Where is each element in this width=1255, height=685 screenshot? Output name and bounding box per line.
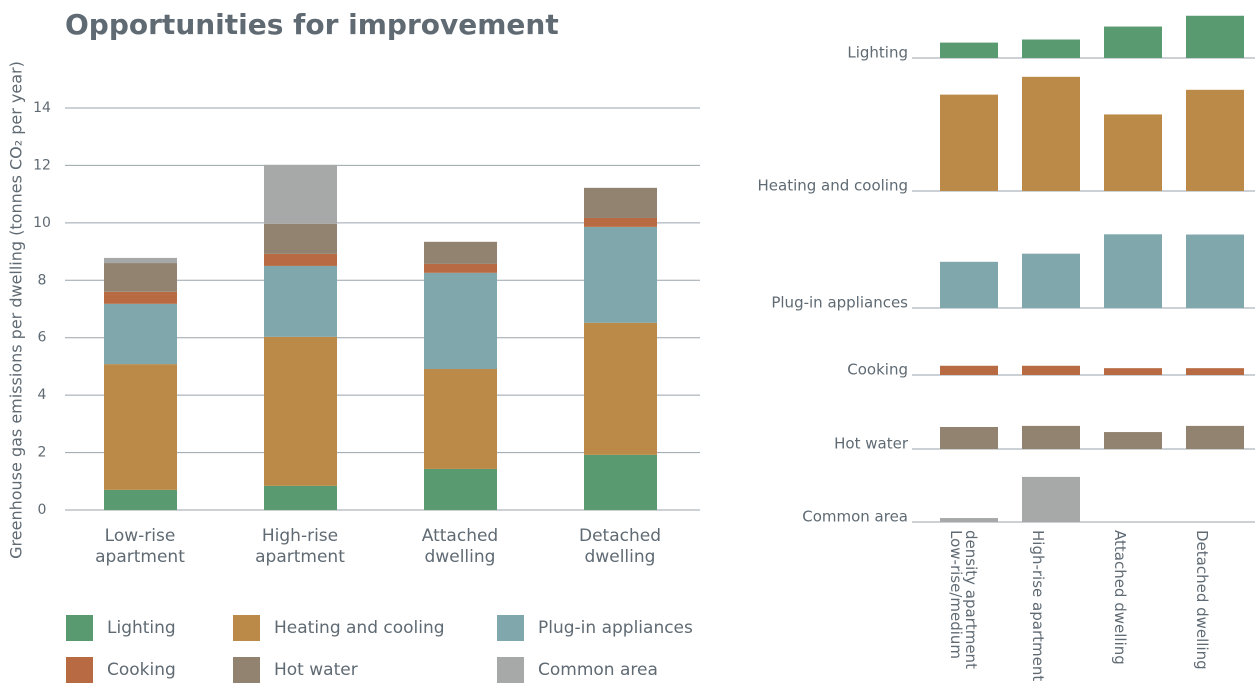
bar-segment (584, 187, 657, 218)
legend-label: Hot water (274, 660, 358, 680)
legend-swatch (497, 615, 524, 641)
chart-title: Opportunities for improvement (65, 8, 559, 41)
x-tick-label: Detached dwelling (578, 526, 661, 567)
x-tick-label: Attached dwelling (421, 526, 499, 567)
legend-label: Common area (538, 660, 658, 680)
bar (940, 42, 998, 58)
x-tick-label: High-rise apartment (255, 526, 345, 567)
legend-swatch (233, 657, 260, 683)
y-tick-label: 0 (38, 502, 47, 518)
bar-segment (264, 253, 337, 266)
legend-swatch (66, 657, 93, 683)
bar-segment (264, 485, 337, 510)
y-tick-label: 8 (38, 272, 47, 288)
y-tick-label: 10 (33, 215, 51, 231)
x-tick-label: Detached dwelling (1193, 530, 1211, 670)
bar-segment (584, 226, 657, 323)
bar-segment (584, 217, 657, 227)
bar (1022, 365, 1080, 375)
bar-segment (584, 454, 657, 510)
bar-segment (424, 241, 497, 264)
bar (1186, 15, 1244, 58)
y-tick-label: 14 (33, 100, 51, 116)
bar (1104, 26, 1162, 58)
legend-label: Lighting (107, 618, 176, 638)
bar-segment (264, 164, 337, 224)
bar-segment (104, 364, 177, 490)
bar (940, 365, 998, 375)
bar (1022, 39, 1080, 58)
legend-swatch (497, 657, 524, 683)
bar-segment (424, 263, 497, 273)
row-label: Common area (802, 508, 908, 526)
bar (1186, 234, 1244, 308)
y-tick-label: 2 (38, 445, 47, 461)
bar (1022, 425, 1080, 449)
row-label: Plug-in appliances (771, 294, 908, 312)
row-label: Heating and cooling (758, 177, 909, 195)
bar (940, 427, 998, 449)
legend-swatch (233, 615, 260, 641)
bar (1186, 368, 1244, 375)
bar (1104, 114, 1162, 191)
row-label: Hot water (834, 435, 909, 453)
y-tick-label: 12 (33, 157, 51, 173)
bar-segment (104, 257, 177, 264)
x-tick-label: Low-rise apartment (95, 526, 185, 567)
bar-segment (104, 303, 177, 365)
bar (940, 261, 998, 308)
y-axis-label: Greenhouse gas emissions per dwelling (t… (7, 61, 26, 559)
bar-segment (424, 468, 497, 510)
x-tick-label: Low-rise/medium density apartment (947, 530, 980, 669)
bar (940, 518, 998, 522)
bar-segment (104, 263, 177, 292)
legend-label: Cooking (107, 660, 176, 680)
bar (1022, 76, 1080, 191)
bar-segment (584, 322, 657, 455)
legend-label: Heating and cooling (274, 618, 445, 638)
row-label: Cooking (847, 361, 908, 379)
x-tick-label: Attached dwelling (1111, 530, 1129, 665)
bar (1104, 234, 1162, 308)
bar (1104, 368, 1162, 375)
bar-segment (424, 272, 497, 370)
bar-segment (264, 336, 337, 486)
bar-segment (424, 369, 497, 469)
bar-segment (264, 265, 337, 337)
bar-segment (104, 291, 177, 304)
bar (1104, 432, 1162, 449)
bar (1186, 425, 1244, 449)
legend-swatch (66, 615, 93, 641)
bar (940, 94, 998, 191)
x-tick-label: High-rise apartment (1029, 530, 1047, 682)
bar (1022, 476, 1080, 522)
legend-label: Plug-in appliances (538, 618, 693, 638)
bar-segment (264, 223, 337, 254)
y-tick-label: 6 (38, 330, 47, 346)
bar (1186, 89, 1244, 191)
bar-segment (104, 489, 177, 510)
y-tick-label: 4 (38, 387, 47, 403)
row-label: Lighting (847, 44, 908, 62)
bar (1022, 253, 1080, 308)
